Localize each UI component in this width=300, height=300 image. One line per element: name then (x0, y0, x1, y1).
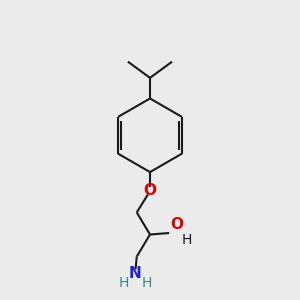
Text: N: N (129, 266, 142, 281)
Text: H: H (182, 232, 192, 247)
Text: H: H (141, 276, 152, 290)
Text: H: H (119, 276, 129, 290)
Text: O: O (171, 217, 184, 232)
Text: O: O (143, 183, 157, 198)
